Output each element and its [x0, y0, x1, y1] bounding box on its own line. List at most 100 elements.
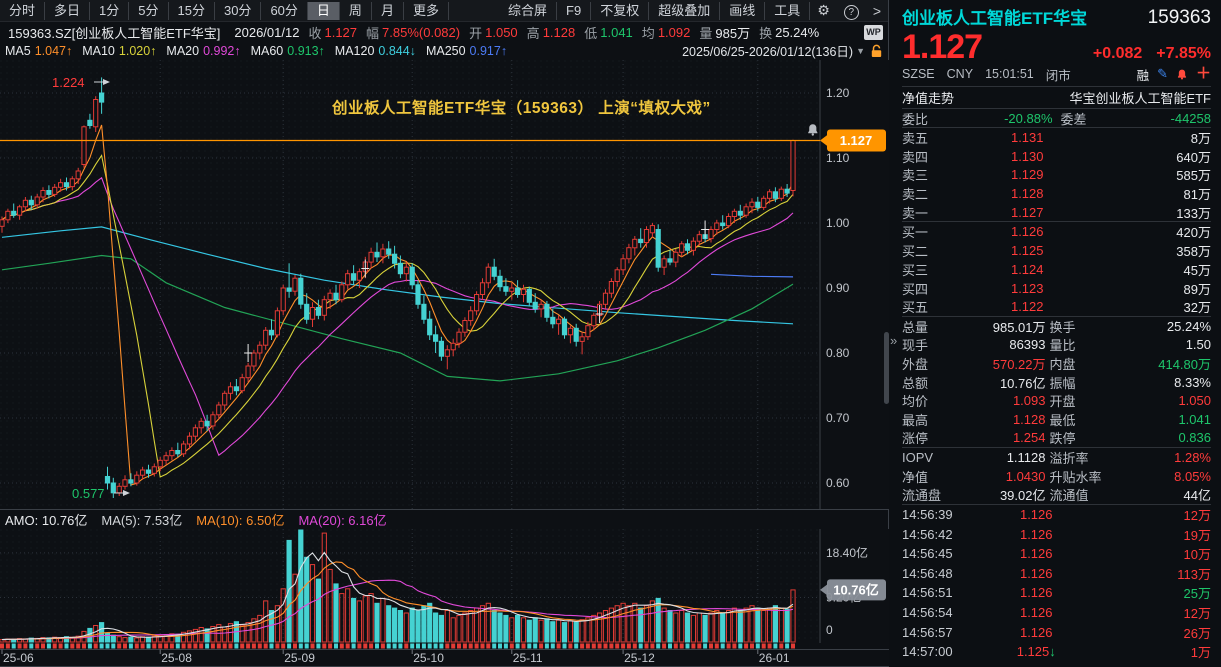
volume-legend-bar: AMO: 10.76亿 MA(5): 7.53亿 MA(10): 6.50亿 MA(2…: [0, 509, 888, 529]
bid-row[interactable]: 买一 1.126 420万: [902, 224, 1211, 241]
tab-week[interactable]: 周: [340, 1, 372, 20]
add-icon[interactable]: ＋: [1195, 65, 1211, 82]
ask-row[interactable]: 卖一 1.127 133万: [902, 204, 1211, 221]
svg-text:0: 0: [826, 623, 833, 637]
ma-legend-item: MA20 0.992↑: [166, 44, 241, 58]
tab-5min[interactable]: 5分: [129, 1, 169, 20]
tab-30min[interactable]: 30分: [215, 1, 262, 20]
tab-day[interactable]: 日: [307, 1, 340, 20]
info-value: 25.24%: [775, 24, 820, 40]
info-value: 2026/01/12: [234, 24, 300, 40]
tab-more[interactable]: 更多: [404, 1, 449, 20]
volume-chart[interactable]: 18.40亿9.20亿010.76亿: [0, 529, 889, 643]
info-label: 换: [759, 25, 773, 41]
last-price: 1.127: [902, 28, 983, 66]
order-book: 卖五 1.131 8万 卖四 1.130 640万 卖三 1.129 585万 卖二 1.128 81…: [902, 128, 1211, 316]
stat-row: 外盘 570.22万 内盘 414.80万: [902, 357, 1211, 373]
svg-text:10.76亿: 10.76亿: [833, 582, 879, 597]
tab-15min[interactable]: 15分: [169, 1, 215, 20]
exchange-label: SZSE: [902, 67, 935, 81]
edit-icon[interactable]: ✎: [1157, 66, 1168, 81]
caret-down-icon[interactable]: ▼: [856, 46, 865, 56]
tab-60min[interactable]: 60分: [261, 1, 308, 20]
tick-down-arrow: ↓: [1049, 644, 1056, 660]
tick-trade-list: 14:56:39 1.126 12万 14:56:42 1.126 19万 14:56:45…: [902, 505, 1211, 662]
svg-text:25-10: 25-10: [413, 651, 444, 665]
ma-legend-bar: MA5 1.047↑ MA10 1.020↑ MA20 0.992↑ MA60 0.913↑ M…: [0, 41, 888, 61]
volume-legend-item: AMO: 10.76亿: [5, 513, 88, 528]
svg-text:0.80: 0.80: [826, 346, 850, 360]
stat-row: 最高 1.128 最低 1.041: [902, 411, 1211, 428]
tick-row: 14:56:45 1.126 10万: [902, 546, 1211, 563]
info-value: 1.050: [485, 24, 518, 40]
stat-row: 涨停 1.254 跌停 0.836: [902, 430, 1211, 447]
stats-block-2: IOPV 1.1128 溢折率 1.28% 净值 1.0430 升贴水率 8.05% 流通盘 39…: [902, 448, 1211, 504]
period-toolbar: 分时 多日 1分 5分 15分 30分 60分日周月更多 综合屏 F9 不复权 超级叠加 画线 工具 ⚙?…: [0, 0, 888, 23]
chevron-right-icon[interactable]: >: [872, 2, 881, 19]
alert-bell-icon[interactable]: [1176, 68, 1188, 81]
settings-gear-icon[interactable]: ⚙: [817, 2, 830, 19]
tab-minute[interactable]: 分时: [0, 1, 46, 20]
btn-tools[interactable]: 工具: [765, 1, 811, 20]
date-range-selector[interactable]: 2025/06/25-2026/01/12(136日): [682, 41, 854, 61]
ask-row[interactable]: 卖三 1.129 585万: [902, 167, 1211, 184]
bid-row[interactable]: 买五 1.122 32万: [902, 299, 1211, 316]
svg-text:1.10: 1.10: [826, 151, 850, 165]
high-annotation: 1.224: [52, 75, 85, 90]
btn-composite-screen[interactable]: 综合屏: [499, 1, 558, 20]
svg-text:1.127: 1.127: [840, 133, 873, 148]
info-value: 1.127: [324, 24, 358, 40]
ask-row[interactable]: 卖四 1.130 640万: [902, 148, 1211, 165]
stat-row: IOPV 1.1128 溢折率 1.28%: [902, 450, 1211, 467]
stat-row: 总额 10.76亿 振幅 8.33%: [902, 374, 1211, 391]
btn-draw-line[interactable]: 画线: [720, 1, 766, 20]
tab-1min[interactable]: 1分: [90, 1, 130, 20]
ma-legend-item: MA120 0.844↓: [334, 44, 416, 58]
quote-info-bar: 159363.SZ[创业板人工智能ETF华宝] 2026/01/12 收 1.127 幅…: [0, 22, 888, 42]
volume-legend-item: MA(10): 6.50亿: [196, 513, 285, 528]
svg-text:26-01: 26-01: [759, 651, 790, 665]
tab-fund-name[interactable]: 华宝创业板人工智能ETF: [1069, 91, 1211, 106]
info-label: 低: [584, 25, 598, 41]
info-value: 7.85%(0.082): [382, 24, 461, 40]
svg-text:18.40亿: 18.40亿: [826, 545, 868, 560]
svg-text:1.00: 1.00: [826, 216, 850, 230]
lock-icon[interactable]: [870, 44, 883, 58]
panel-drag-handle[interactable]: [884, 332, 889, 404]
svg-text:0.60: 0.60: [826, 476, 850, 490]
price-alert-bell-icon: [808, 124, 818, 136]
info-label: 开: [469, 25, 483, 41]
svg-text:25-12: 25-12: [624, 651, 655, 665]
tab-month[interactable]: 月: [372, 1, 404, 20]
btn-super-overlay[interactable]: 超级叠加: [649, 1, 721, 20]
btn-f9[interactable]: F9: [557, 1, 592, 20]
ask-row[interactable]: 卖二 1.128 81万: [902, 186, 1211, 203]
chart-headline: 创业板人工智能ETF华宝（159363） 上演“填权大戏”: [331, 98, 711, 117]
info-label: 高: [526, 25, 540, 41]
tab-multiday[interactable]: 多日: [45, 1, 91, 20]
tick-row: 14:56:42 1.126 19万: [902, 526, 1211, 543]
info-label: 幅: [366, 25, 380, 41]
bid-row[interactable]: 买三 1.124 45万: [902, 261, 1211, 278]
chart-column: 分时 多日 1分 5分 15分 30分 60分日周月更多 综合屏 F9 不复权 超级叠加 画线 工具 ⚙?…: [0, 0, 889, 667]
stat-row: 均价 1.093 开盘 1.050: [902, 393, 1211, 410]
ask-row[interactable]: 卖五 1.131 8万: [902, 130, 1211, 146]
margin-badge: 融: [1136, 68, 1150, 83]
candlestick-chart[interactable]: 1.20 1.10 1.00 0.90 0.80 0.70 0.60 1.127 1.224 0.…: [0, 60, 889, 509]
info-value: 1.092: [657, 24, 691, 40]
tick-row: 14:56:39 1.126 12万: [902, 507, 1211, 524]
panel-expander-icon[interactable]: »: [890, 333, 898, 348]
bid-row[interactable]: 买二 1.125 358万: [902, 243, 1211, 260]
date-axis: 25-06 25-08 25-09 25-10 25-11 25-12 26-01: [0, 643, 889, 667]
currency-label: CNY: [946, 67, 974, 81]
stat-row: 流通盘 39.02亿 流通值 44亿: [902, 488, 1211, 504]
price-change: +0.082 +7.85%: [1092, 45, 1211, 62]
btn-no-adjust[interactable]: 不复权: [591, 1, 650, 20]
tab-nav-trend[interactable]: 净值走势: [902, 91, 955, 106]
wp-icon[interactable]: WP: [864, 24, 883, 40]
bid-row[interactable]: 买四 1.123 89万: [902, 280, 1211, 297]
help-icon[interactable]: ?: [837, 2, 866, 20]
ma-legend-item: MA10 1.020↑: [82, 44, 157, 58]
quote-time: 15:01:51: [985, 67, 1034, 81]
